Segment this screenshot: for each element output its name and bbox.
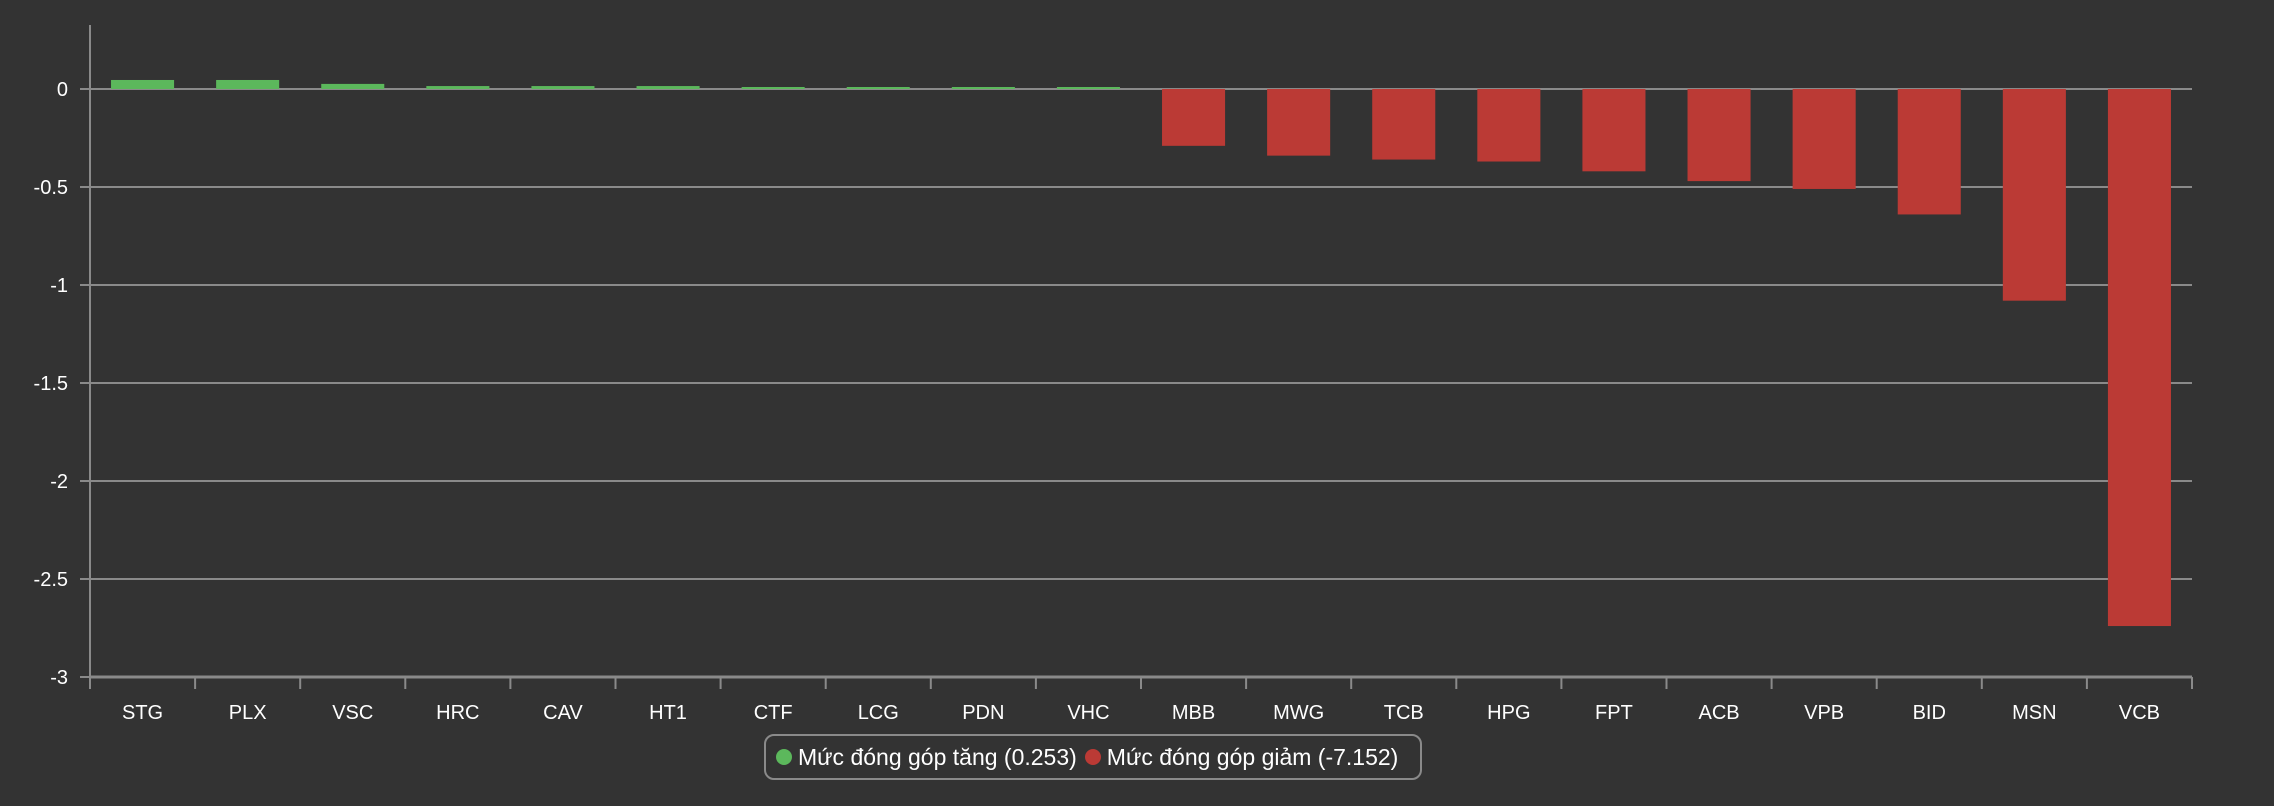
- x-tick-label: PLX: [229, 702, 267, 720]
- x-tick-label: VSC: [332, 702, 373, 720]
- y-tick-label: -1: [50, 275, 68, 297]
- bar-pdn: [951, 87, 1015, 89]
- bar-ht1: [636, 86, 700, 89]
- bar-tcb: [1372, 89, 1436, 160]
- y-tick-label: -2.5: [34, 569, 68, 591]
- x-tick-label: FPT: [1595, 702, 1633, 720]
- x-tick-label: PDN: [962, 702, 1004, 720]
- x-tick-label: VPB: [1804, 702, 1844, 720]
- legend-item-increase[interactable]: Mức đóng góp tăng (0.253): [776, 744, 1077, 771]
- chart-legend: Mức đóng góp tăng (0.253) Mức đóng góp g…: [764, 734, 1423, 780]
- legend-item-decrease[interactable]: Mức đóng góp giảm (-7.152): [1084, 743, 1399, 771]
- x-tick-label: MWG: [1273, 702, 1324, 720]
- x-tick-label: VCB: [2119, 702, 2160, 720]
- bar-plx: [216, 79, 280, 89]
- x-tick-label: TCB: [1384, 702, 1424, 720]
- bar-cav: [531, 86, 595, 89]
- bar-msn: [2002, 89, 2066, 301]
- x-tick-label: HRC: [436, 702, 479, 720]
- legend-label-decrease: Mức đóng góp giảm (-7.152): [1106, 743, 1399, 770]
- bar-mbb: [1162, 89, 1226, 146]
- bar-lcg: [846, 87, 910, 89]
- y-tick-label: -0.5: [34, 177, 68, 199]
- bar-mwg: [1267, 89, 1331, 156]
- bar-stg: [111, 79, 175, 89]
- bar-vhc: [1056, 87, 1120, 89]
- legend-dot-decrease: [1084, 749, 1101, 765]
- legend-dot-increase: [776, 749, 792, 765]
- x-tick-label: HPG: [1487, 702, 1530, 720]
- x-tick-label: CTF: [754, 702, 793, 720]
- x-tick-label: ACB: [1698, 702, 1739, 720]
- x-tick-label: BID: [1913, 702, 1946, 720]
- x-tick-label: LCG: [858, 702, 899, 720]
- bar-acb: [1687, 89, 1751, 182]
- x-tick-label: HT1: [649, 702, 687, 720]
- x-tick-label: MBB: [1172, 702, 1215, 720]
- bar-vsc: [321, 83, 385, 89]
- y-tick-label: -3: [50, 667, 68, 689]
- legend-label-increase: Mức đóng góp tăng (0.253): [798, 743, 1077, 770]
- bar-ctf: [741, 87, 805, 89]
- x-tick-label: MSN: [2012, 702, 2056, 720]
- x-tick-label: VHC: [1067, 702, 1109, 720]
- bar-fpt: [1582, 89, 1646, 172]
- y-tick-label: -2: [50, 471, 68, 493]
- x-tick-label: STG: [122, 702, 163, 720]
- y-tick-label: -1.5: [34, 373, 68, 395]
- bar-hrc: [426, 86, 490, 89]
- bar-hpg: [1477, 89, 1541, 162]
- y-tick-label: 0: [57, 79, 68, 101]
- contribution-bar-chart: 0 -0.5 -1 -1.5 -2 -2.5 -3 STG PLX VSC HRC CAV HT1 CTF…: [34, 25, 2193, 720]
- x-tick-label: CAV: [543, 702, 583, 720]
- bar-bid: [1897, 89, 1961, 215]
- bar-vcb: [2107, 89, 2171, 627]
- bar-vpb: [1792, 89, 1856, 189]
